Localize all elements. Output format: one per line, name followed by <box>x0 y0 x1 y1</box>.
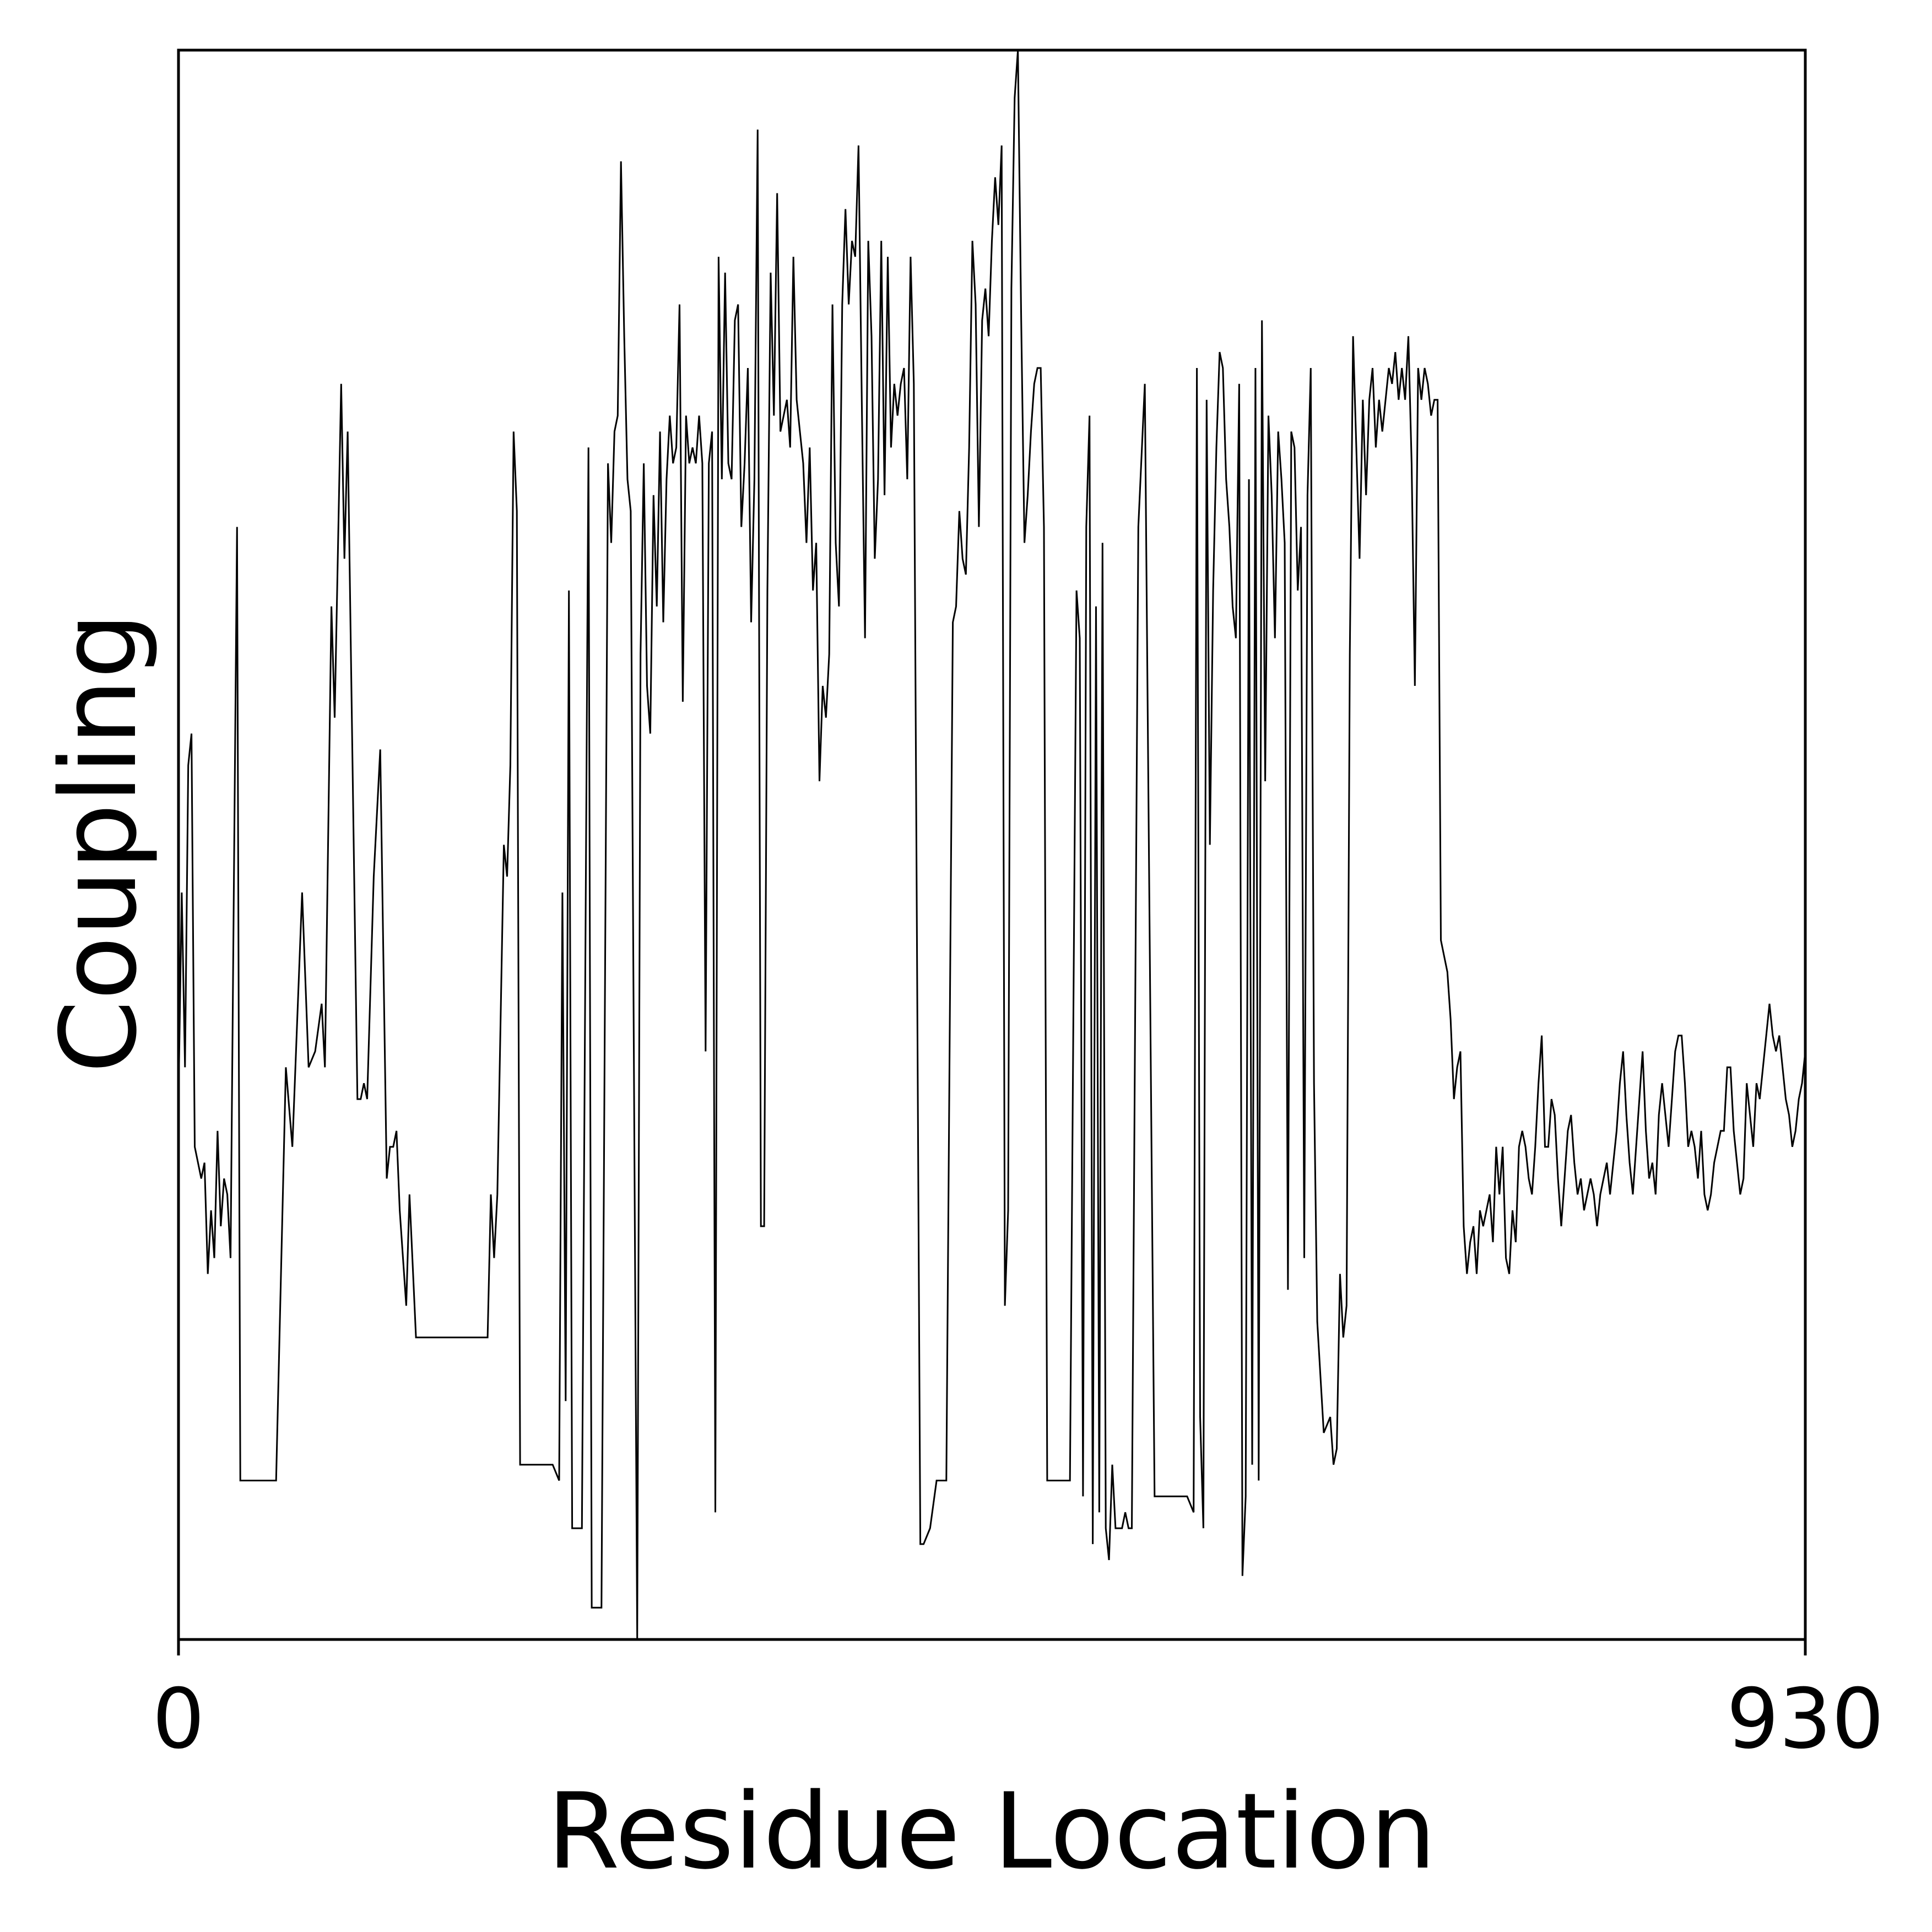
x-axis-title: Residue Location <box>547 1771 1436 1892</box>
series-line <box>177 50 1806 1640</box>
y-axis-title: Coupling <box>38 613 160 1074</box>
x-tick-label-start: 0 <box>152 1671 204 1767</box>
plot-area <box>177 48 1807 1641</box>
x-axis: 0 930 Residue Location <box>152 1639 1884 1892</box>
x-tick-label-end: 930 <box>1727 1671 1884 1767</box>
plot-frame <box>177 48 1807 1641</box>
y-axis: Coupling <box>38 613 160 1074</box>
